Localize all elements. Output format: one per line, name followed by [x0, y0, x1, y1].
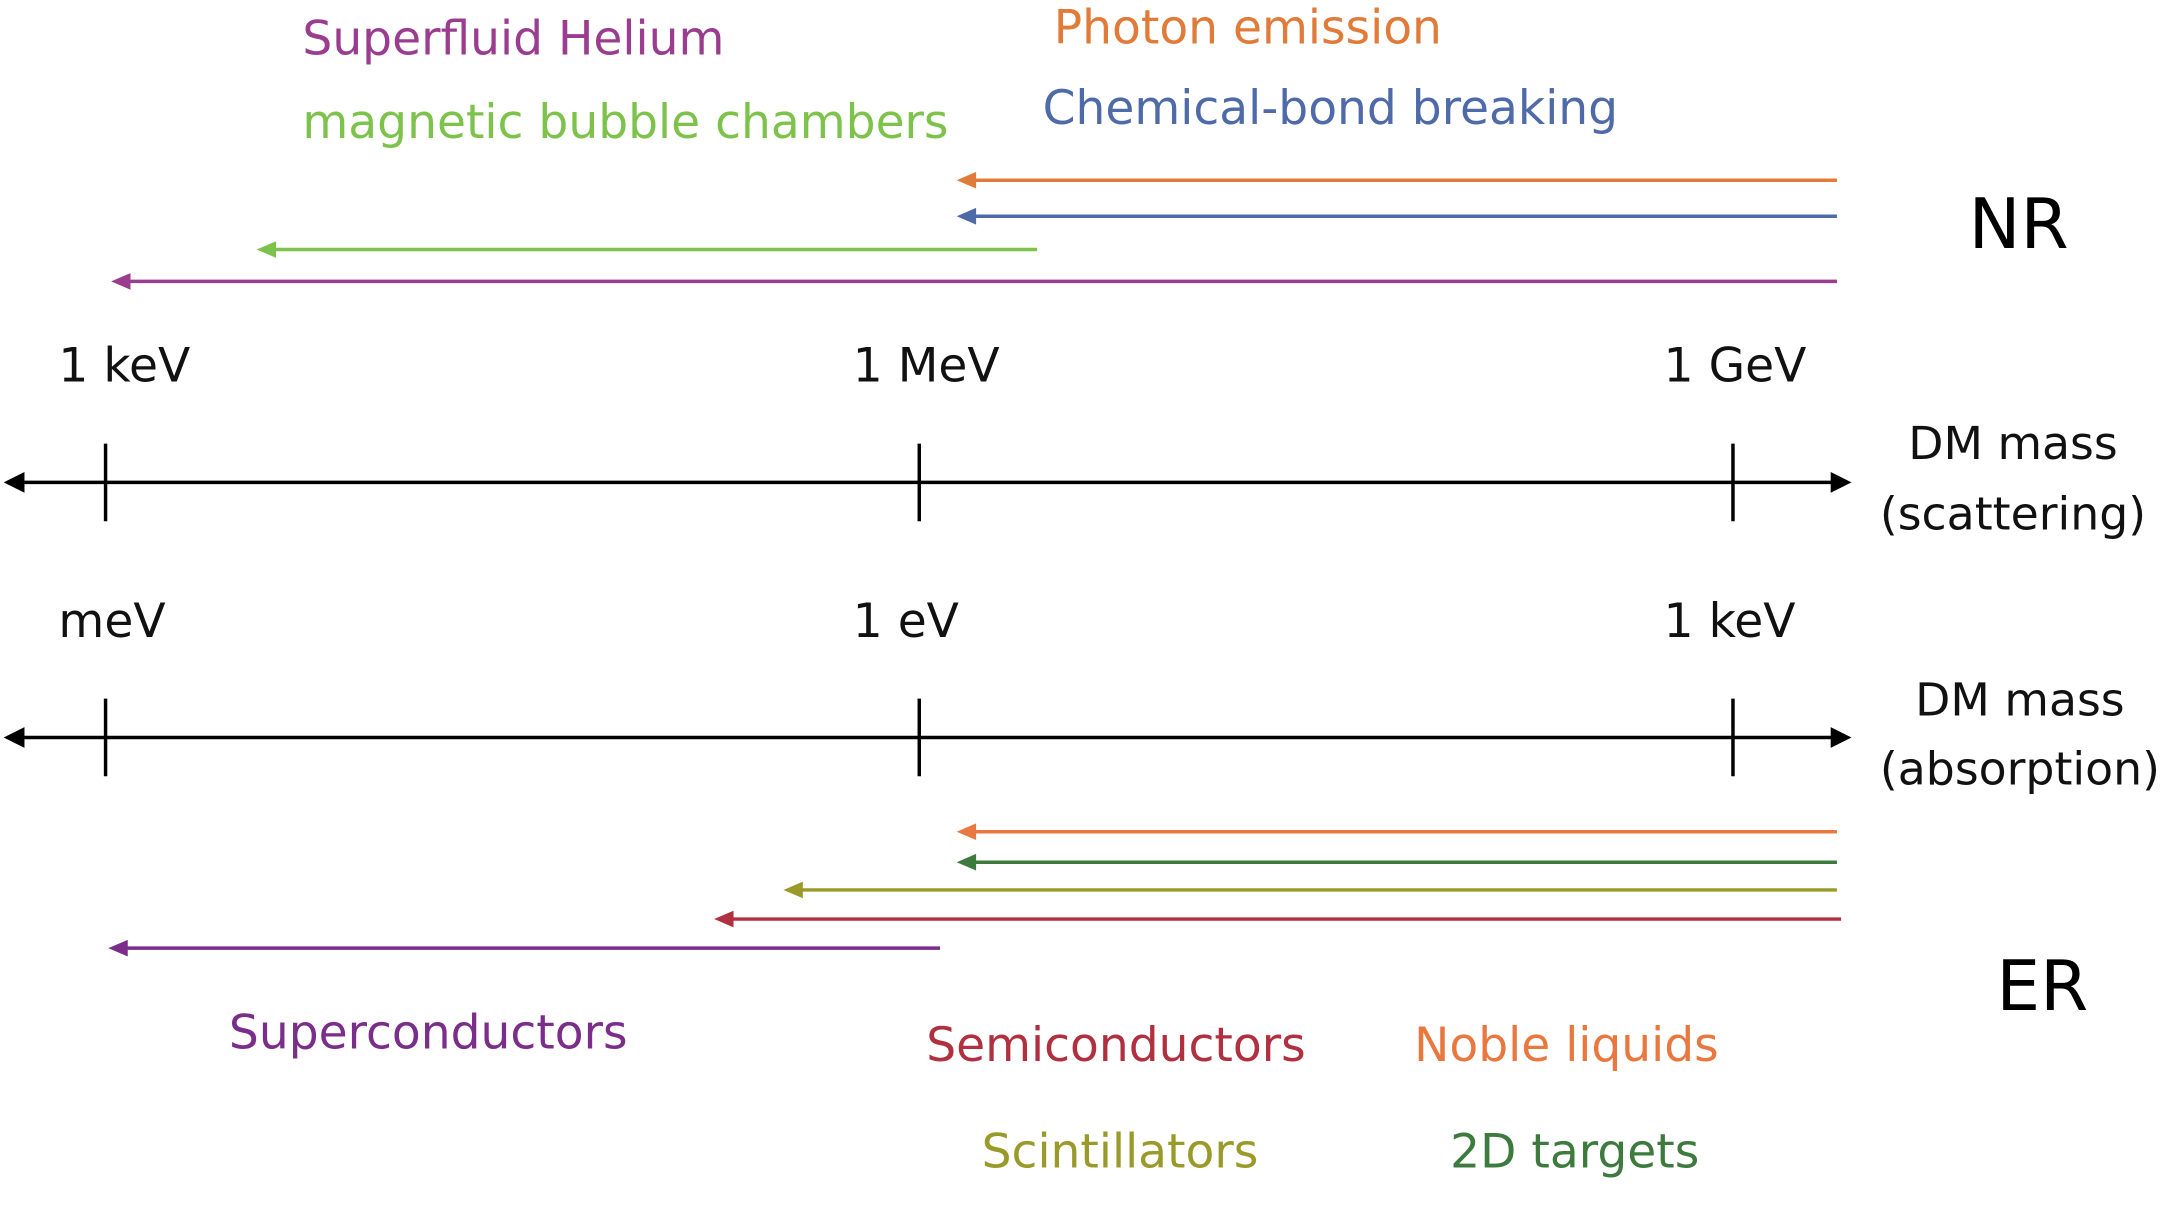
technology-label: Photon emission	[1054, 0, 1442, 55]
nr-label: NR	[1969, 185, 2069, 265]
arrow-head	[108, 939, 128, 957]
axis-tick-label: 1 keV	[1664, 594, 1796, 649]
axis-label: DM mass	[1908, 417, 2117, 470]
arrow-head	[956, 853, 977, 871]
technology-label: magnetic bubble chambers	[302, 95, 948, 150]
arrow-head	[956, 171, 977, 189]
technology-label: Superconductors	[229, 1005, 628, 1060]
axis-tick-label: meV	[58, 594, 165, 649]
axis-label: (absorption)	[1880, 743, 2160, 796]
axis-tick-label: 1 GeV	[1664, 339, 1807, 394]
arrow-head	[783, 881, 803, 899]
arrow-head	[256, 241, 277, 258]
technology-label: 2D targets	[1450, 1125, 1699, 1180]
axis-tick-label: 1 MeV	[853, 339, 1000, 394]
arrow-head	[956, 823, 977, 841]
axis-tick-label: 1 keV	[58, 339, 190, 394]
axis-label: DM mass	[1915, 673, 2124, 726]
technology-label: Scintillators	[982, 1125, 1259, 1180]
arrow-head	[956, 207, 977, 225]
arrow-head	[111, 273, 131, 290]
technology-label: Chemical-bond breaking	[1043, 81, 1618, 136]
technology-label: Noble liquids	[1414, 1018, 1719, 1073]
axis-tick-label: 1 eV	[853, 594, 959, 649]
arrow-head	[714, 910, 734, 928]
technology-label: Semiconductors	[926, 1018, 1305, 1073]
er-label: ER	[1996, 947, 2088, 1027]
technology-label: Superfluid Helium	[302, 12, 724, 67]
axis-label: (scattering)	[1880, 488, 2146, 541]
